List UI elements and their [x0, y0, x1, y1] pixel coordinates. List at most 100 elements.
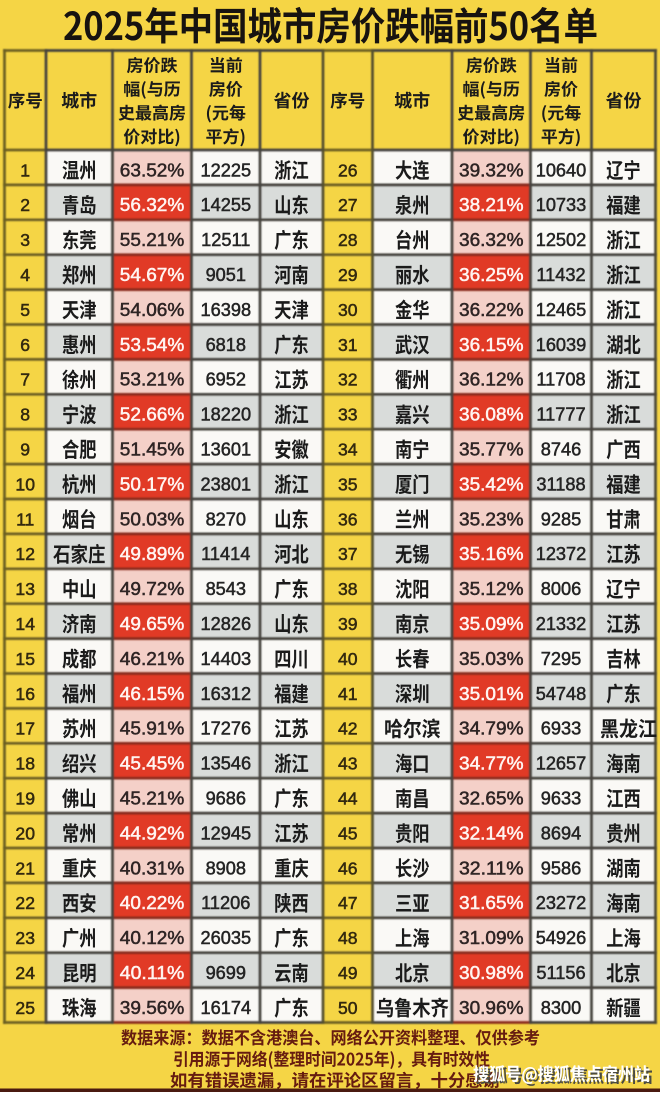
svg-text:35.09%: 35.09% — [459, 614, 524, 634]
svg-text:49.89%: 49.89% — [120, 544, 185, 564]
svg-text:16: 16 — [15, 684, 35, 704]
svg-text:11414: 11414 — [201, 544, 250, 564]
svg-text:12502: 12502 — [536, 230, 587, 250]
svg-text:12511: 12511 — [201, 230, 250, 250]
svg-text:16174: 16174 — [201, 998, 252, 1018]
svg-text:8300: 8300 — [541, 998, 581, 1018]
svg-text:11708: 11708 — [536, 370, 585, 390]
svg-text:1: 1 — [20, 160, 30, 180]
svg-text:40.12%: 40.12% — [120, 928, 185, 948]
svg-text:25: 25 — [15, 998, 35, 1018]
svg-text:30.98%: 30.98% — [459, 963, 524, 983]
svg-text:16039: 16039 — [536, 335, 587, 355]
svg-text:32.14%: 32.14% — [459, 823, 524, 843]
svg-text:8746: 8746 — [541, 440, 581, 460]
svg-text:27: 27 — [338, 195, 358, 215]
svg-text:6: 6 — [20, 335, 30, 355]
svg-text:53.21%: 53.21% — [120, 370, 185, 390]
svg-text:36.12%: 36.12% — [459, 370, 524, 390]
svg-text:38: 38 — [338, 579, 358, 599]
svg-text:23: 23 — [15, 928, 35, 948]
svg-text:45.91%: 45.91% — [120, 719, 185, 739]
svg-text:23801: 23801 — [201, 474, 252, 494]
svg-text:12465: 12465 — [536, 300, 587, 320]
svg-text:40.22%: 40.22% — [120, 893, 185, 913]
svg-text:39: 39 — [338, 614, 358, 634]
svg-text:9699: 9699 — [206, 963, 246, 983]
svg-text:30: 30 — [338, 300, 358, 320]
svg-text:34: 34 — [338, 440, 358, 460]
svg-text:13601: 13601 — [201, 440, 252, 460]
svg-text:34.77%: 34.77% — [459, 754, 524, 774]
svg-text:37: 37 — [338, 544, 358, 564]
svg-text:45.45%: 45.45% — [120, 754, 185, 774]
svg-text:32: 32 — [338, 370, 358, 390]
svg-text:12: 12 — [15, 544, 35, 564]
svg-text:17276: 17276 — [201, 719, 252, 739]
svg-text:9051: 9051 — [206, 265, 246, 285]
svg-text:36.22%: 36.22% — [459, 300, 524, 320]
svg-text:49: 49 — [338, 963, 358, 983]
svg-text:51.45%: 51.45% — [120, 440, 185, 460]
svg-text:54.06%: 54.06% — [120, 300, 185, 320]
svg-text:33: 33 — [338, 405, 358, 425]
svg-text:31.65%: 31.65% — [459, 893, 524, 913]
svg-text:44: 44 — [338, 789, 358, 809]
svg-text:11777: 11777 — [536, 405, 585, 425]
svg-text:29: 29 — [338, 265, 358, 285]
svg-text:12372: 12372 — [536, 544, 587, 564]
svg-text:32.11%: 32.11% — [459, 858, 524, 878]
svg-text:47: 47 — [338, 893, 358, 913]
svg-text:8908: 8908 — [206, 858, 246, 878]
svg-text:45: 45 — [338, 823, 358, 843]
svg-text:10733: 10733 — [536, 195, 587, 215]
svg-text:41: 41 — [338, 684, 358, 704]
svg-text:54.67%: 54.67% — [120, 265, 185, 285]
svg-text:12826: 12826 — [201, 614, 252, 634]
svg-text:36: 36 — [338, 509, 358, 529]
svg-text:15: 15 — [15, 649, 35, 669]
svg-text:49.72%: 49.72% — [120, 579, 185, 599]
svg-text:43: 43 — [338, 754, 358, 774]
svg-text:36.32%: 36.32% — [459, 230, 524, 250]
svg-text:31.09%: 31.09% — [459, 928, 524, 948]
svg-text:46.21%: 46.21% — [120, 649, 185, 669]
svg-text:53.54%: 53.54% — [120, 335, 185, 355]
svg-text:14255: 14255 — [201, 195, 252, 215]
svg-text:8694: 8694 — [541, 823, 581, 843]
svg-text:42: 42 — [338, 719, 358, 739]
svg-text:19: 19 — [15, 789, 35, 809]
svg-text:7: 7 — [20, 370, 30, 390]
svg-text:32.65%: 32.65% — [459, 789, 524, 809]
svg-text:14: 14 — [15, 614, 35, 634]
svg-text:56.32%: 56.32% — [120, 195, 185, 215]
svg-text:21: 21 — [15, 858, 35, 878]
svg-text:9: 9 — [20, 440, 30, 460]
svg-text:40.11%: 40.11% — [120, 963, 185, 983]
svg-text:35.16%: 35.16% — [459, 544, 524, 564]
svg-text:3: 3 — [20, 230, 30, 250]
svg-text:9686: 9686 — [206, 789, 246, 809]
svg-text:48: 48 — [338, 928, 358, 948]
svg-text:39.56%: 39.56% — [120, 998, 185, 1018]
svg-text:12945: 12945 — [201, 823, 252, 843]
svg-text:31: 31 — [338, 335, 358, 355]
svg-text:8543: 8543 — [206, 579, 246, 599]
svg-text:50: 50 — [338, 998, 358, 1018]
svg-text:35.03%: 35.03% — [459, 649, 524, 669]
svg-text:4: 4 — [20, 265, 30, 285]
svg-text:52.66%: 52.66% — [120, 405, 185, 425]
svg-text:12225: 12225 — [201, 160, 252, 180]
svg-text:24: 24 — [15, 963, 35, 983]
svg-text:50.03%: 50.03% — [120, 509, 185, 529]
svg-text:9285: 9285 — [541, 509, 581, 529]
svg-text:13546: 13546 — [201, 754, 252, 774]
svg-text:11: 11 — [16, 509, 34, 529]
svg-text:36.15%: 36.15% — [459, 335, 524, 355]
svg-text:26035: 26035 — [201, 928, 252, 948]
svg-text:6818: 6818 — [206, 335, 246, 355]
svg-text:35: 35 — [338, 474, 358, 494]
svg-text:35.77%: 35.77% — [459, 440, 524, 460]
svg-text:28: 28 — [338, 230, 358, 250]
svg-text:5: 5 — [20, 300, 30, 320]
